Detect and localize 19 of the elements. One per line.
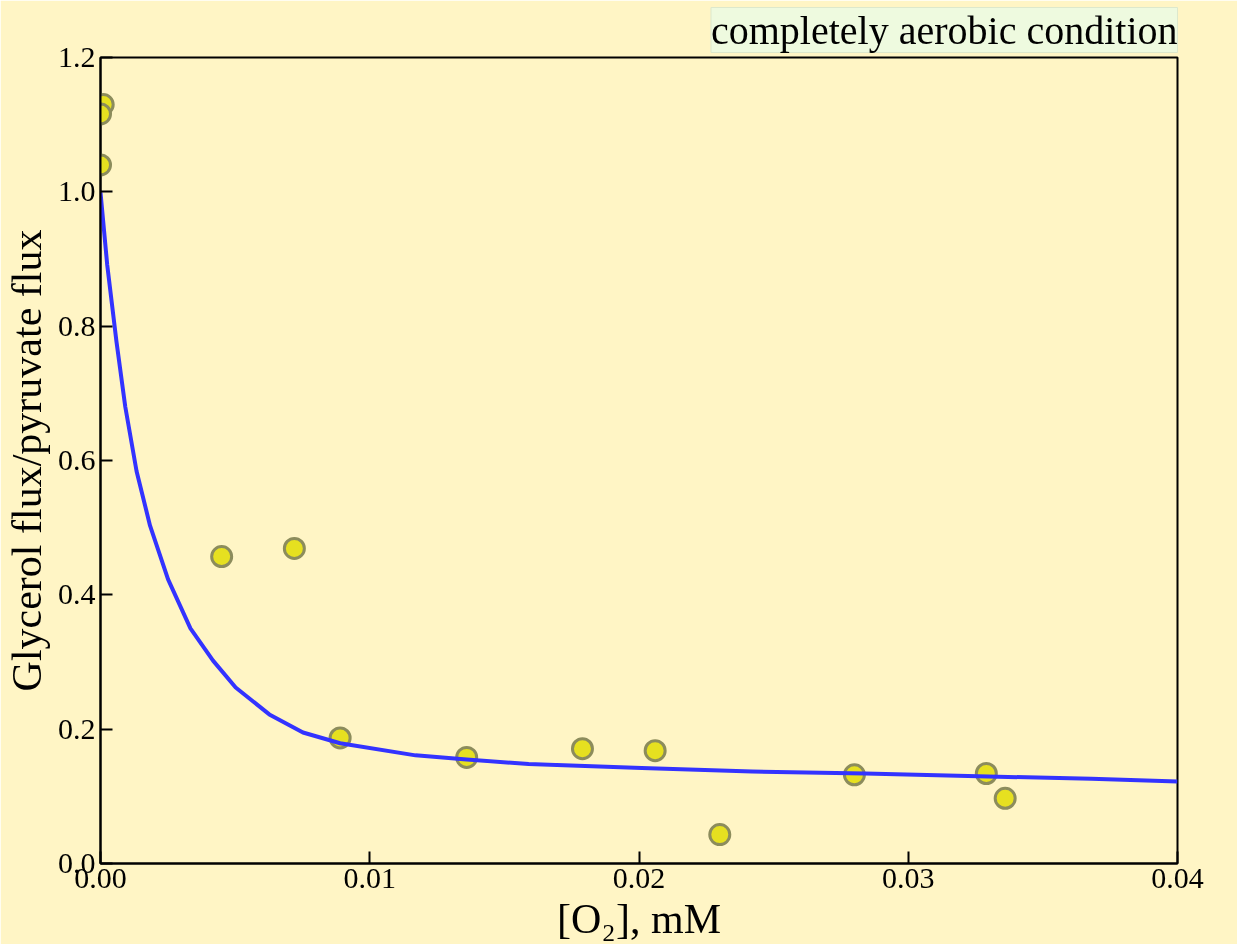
point <box>993 786 1017 810</box>
point <box>210 545 234 569</box>
point <box>708 823 732 847</box>
y-tick-label: 0.8 <box>58 308 96 342</box>
x-axis-title: [O₂], mM <box>557 895 721 942</box>
x-tick-label: 0.02 <box>612 860 666 894</box>
point <box>643 739 667 763</box>
point <box>570 737 594 761</box>
x-tick-label: 0.01 <box>343 860 396 894</box>
y-tick-label: 0.6 <box>58 443 96 476</box>
x-tick-label: 0.03 <box>882 860 935 894</box>
y-tick-label: 1.0 <box>58 174 96 208</box>
y-tick-label: 0.2 <box>58 711 96 745</box>
point <box>282 537 306 560</box>
y-axis-title: Glycerol flux/pyruvate flux <box>4 229 50 692</box>
text: completely aerobic condition <box>711 7 1178 53</box>
x-tick-label: 0.04 <box>1151 860 1204 894</box>
y-tick-label: 1.2 <box>58 40 96 73</box>
y-tick-label: 0.4 <box>58 577 96 611</box>
